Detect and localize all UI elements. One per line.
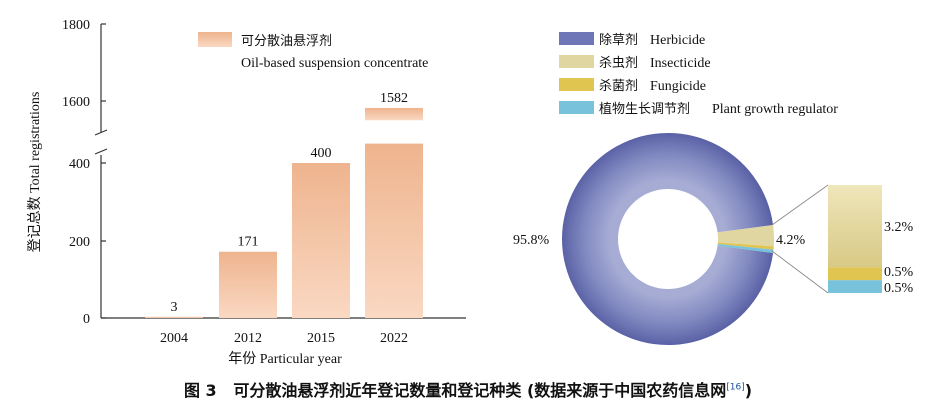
detail-connector-lines bbox=[771, 184, 829, 294]
y-axis-title: 登记总数 Total registrations bbox=[27, 92, 43, 253]
legend-label-insecticide-en: Insecticide bbox=[650, 56, 711, 71]
bar-2022 bbox=[365, 143, 423, 318]
donut-chart: 除草剂 Herbicide 杀虫剂 Insecticide 杀菌剂 Fungic… bbox=[513, 32, 914, 345]
legend-label-pgr-cn: 植物生长调节剂 bbox=[599, 102, 690, 117]
y-tick-label: 1600 bbox=[62, 95, 90, 110]
bar-2022-upper bbox=[365, 107, 423, 121]
axis-break-mark bbox=[94, 129, 108, 155]
y-tick-label: 1800 bbox=[62, 18, 90, 33]
bar-2012 bbox=[219, 251, 277, 318]
bar-legend-label-cn: 可分散油悬浮剂 bbox=[241, 34, 332, 49]
bar-value-label: 3 bbox=[171, 300, 178, 315]
donut-slice-pgr bbox=[717, 244, 774, 253]
bar-2015 bbox=[292, 163, 350, 318]
detail-label-insecticide: 3.2% bbox=[884, 220, 914, 235]
bar-legend-label-en: Oil-based suspension concentrate bbox=[241, 56, 428, 71]
bar-value-label: 1582 bbox=[380, 91, 408, 106]
detail-segment-insecticide bbox=[828, 185, 882, 268]
caption-suffix: ) bbox=[744, 381, 753, 400]
donut-label-others: 4.2% bbox=[776, 233, 806, 248]
legend-swatch-pgr bbox=[559, 101, 594, 114]
bar-legend: 可分散油悬浮剂 Oil-based suspension concentrate bbox=[198, 32, 428, 71]
legend-label-pgr-en: Plant growth regulator bbox=[712, 102, 838, 117]
detail-label-pgr: 0.5% bbox=[884, 281, 914, 296]
donut-legend: 除草剂 Herbicide 杀虫剂 Insecticide 杀菌剂 Fungic… bbox=[559, 32, 838, 117]
figure-caption: 图 3 可分散油悬浮剂近年登记数量和登记种类 (数据来源于中国农药信息网[16]… bbox=[0, 377, 936, 401]
legend-swatch-herbicide bbox=[559, 32, 594, 45]
detail-segment-fungicide bbox=[828, 267, 882, 281]
bar-chart: 1800 1600 400 200 0 登记总数 Total registrat… bbox=[27, 18, 466, 367]
legend-swatch-insecticide bbox=[559, 55, 594, 68]
bar-legend-swatch bbox=[198, 32, 232, 47]
donut-slice-fungicide bbox=[717, 242, 774, 250]
detail-label-fungicide: 0.5% bbox=[884, 265, 914, 280]
bar-value-label: 400 bbox=[311, 146, 332, 161]
y-tick-label: 0 bbox=[83, 312, 90, 327]
donut-slice-insecticide bbox=[717, 225, 775, 247]
x-tick-label: 2015 bbox=[307, 331, 335, 346]
bar-value-label: 171 bbox=[238, 235, 259, 250]
y-tick-label: 400 bbox=[69, 157, 90, 172]
caption-text: 可分散油悬浮剂近年登记数量和登记种类 (数据来源于中国农药信息网 bbox=[233, 381, 727, 400]
donut-slice-herbicide bbox=[562, 132, 774, 345]
bar-2004 bbox=[145, 316, 203, 318]
detail-segment-pgr bbox=[828, 280, 882, 293]
legend-label-herbicide-cn: 除草剂 bbox=[599, 33, 638, 48]
caption-prefix: 图 3 bbox=[183, 381, 217, 400]
legend-label-fungicide-en: Fungicide bbox=[650, 79, 706, 94]
x-tick-label: 2012 bbox=[234, 331, 262, 346]
x-tick-label: 2022 bbox=[380, 331, 408, 346]
donut-label-herbicide: 95.8% bbox=[513, 233, 550, 248]
x-tick-label: 2004 bbox=[160, 331, 188, 346]
y-tick-label: 200 bbox=[69, 235, 90, 250]
legend-swatch-fungicide bbox=[559, 78, 594, 91]
caption-reference: [16] bbox=[726, 382, 745, 393]
legend-label-herbicide-en: Herbicide bbox=[650, 33, 705, 48]
y-tick-marks bbox=[101, 23, 106, 319]
x-axis-title: 年份 Particular year bbox=[228, 351, 342, 367]
legend-label-fungicide-cn: 杀菌剂 bbox=[599, 79, 638, 94]
legend-label-insecticide-cn: 杀虫剂 bbox=[599, 56, 638, 71]
